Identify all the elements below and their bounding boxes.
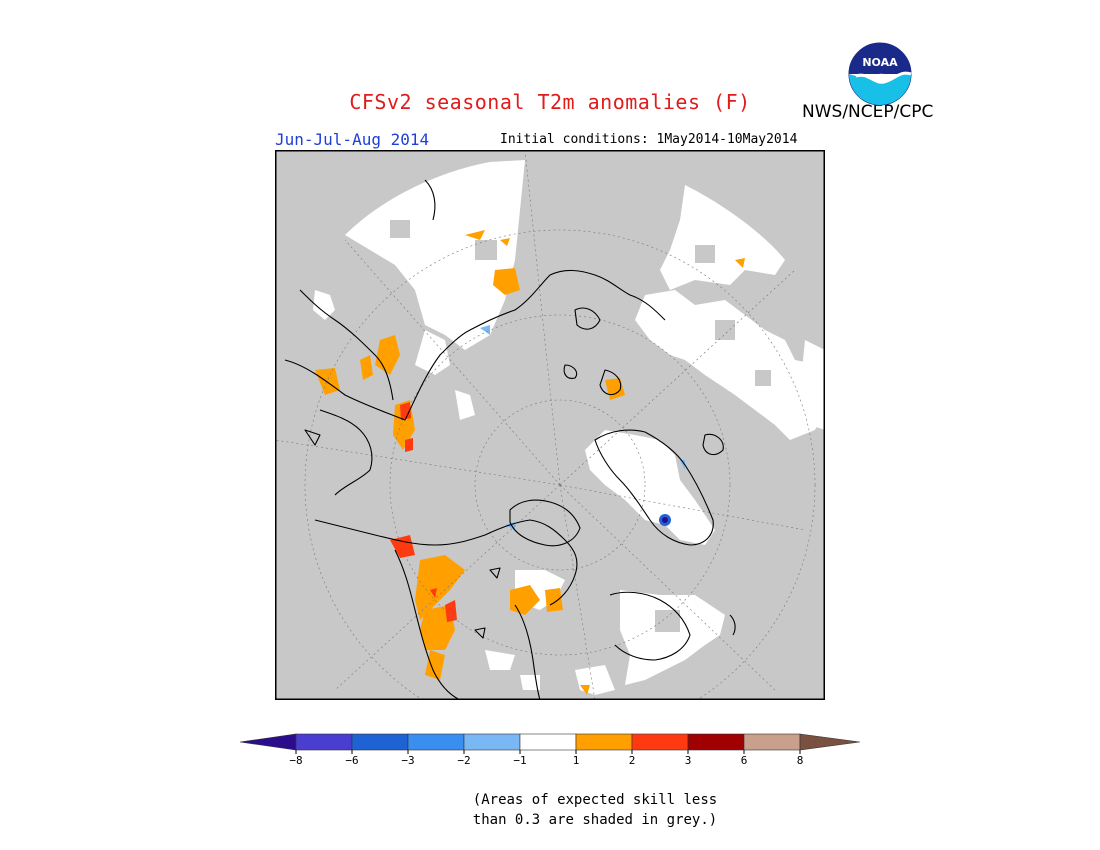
agency-label: NWS/NCEP/CPC xyxy=(802,102,934,122)
legend-bin-1 xyxy=(295,733,353,751)
graticule xyxy=(275,150,816,700)
legend-bin-4 xyxy=(463,733,521,751)
hot-anomaly-regions xyxy=(390,402,457,622)
legend-tick-label: 6 xyxy=(741,754,748,767)
legend-bin-10 xyxy=(799,733,860,751)
legend-tick-label: 1 xyxy=(573,754,580,767)
near-normal-regions xyxy=(313,160,825,695)
legend-bin-0 xyxy=(240,733,297,751)
legend-tick-label: −1 xyxy=(513,754,526,767)
legend-bin-7 xyxy=(631,733,689,751)
cool-anomaly-regions xyxy=(480,325,685,530)
season-label: Jun-Jul-Aug 2014 xyxy=(275,130,430,149)
skill-note: (Areas of expected skill less than 0.3 a… xyxy=(0,790,1100,830)
skill-note-line2: than 0.3 are shaded in grey.) xyxy=(472,812,718,828)
legend-tick-label: 3 xyxy=(685,754,692,767)
polar-map xyxy=(275,150,825,700)
noaa-logo: NOAA xyxy=(848,42,912,106)
legend-bin-8 xyxy=(687,733,745,751)
legend-tick-label: −2 xyxy=(457,754,470,767)
low-skill-holes xyxy=(390,220,771,632)
legend-bin-2 xyxy=(351,733,409,751)
legend-tick-label: 8 xyxy=(797,754,804,767)
legend-bin-6 xyxy=(575,733,633,751)
skill-note-line1: (Areas of expected skill less xyxy=(472,792,718,808)
legend-tick-label: −8 xyxy=(289,754,302,767)
coastlines xyxy=(284,179,736,700)
initial-conditions-label: Initial conditions: 1May2014-10May2014 xyxy=(500,132,798,147)
legend-tick-label: −6 xyxy=(345,754,358,767)
color-legend: −8 −6 −3 −2 −1 1 2 3 6 8 xyxy=(240,733,860,767)
logo-text: NOAA xyxy=(862,56,898,69)
legend-bin-9 xyxy=(743,733,801,751)
map-border xyxy=(275,150,825,700)
legend-bin-3 xyxy=(407,733,465,751)
legend-tick-label: 2 xyxy=(629,754,636,767)
legend-tick-label: −3 xyxy=(401,754,414,767)
chart-title: CFSv2 seasonal T2m anomalies (F) xyxy=(349,90,751,114)
legend-bin-5 xyxy=(519,733,577,751)
